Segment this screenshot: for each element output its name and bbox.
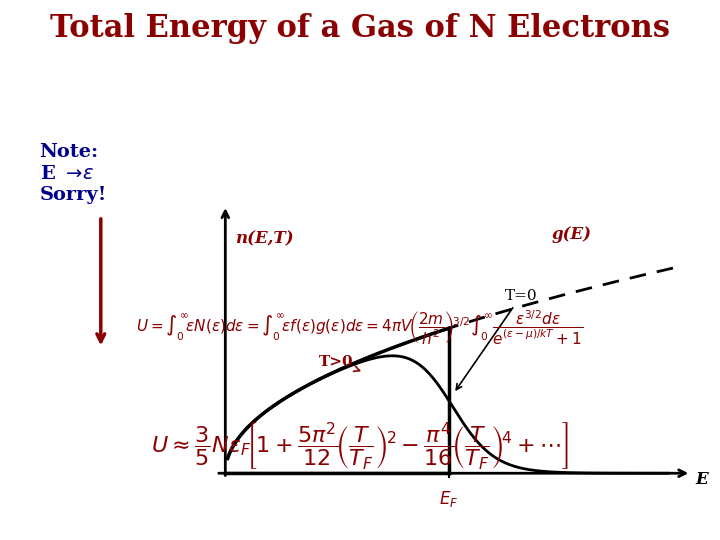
Text: Total Energy of a Gas of N Electrons: Total Energy of a Gas of N Electrons — [50, 14, 670, 44]
Text: T=0: T=0 — [456, 289, 537, 390]
Text: $U \approx \dfrac{3}{5}N\varepsilon_F\!\left[1 + \dfrac{5\pi^2}{12}\!\left(\dfra: $U \approx \dfrac{3}{5}N\varepsilon_F\!\… — [150, 420, 570, 471]
Text: Note:: Note: — [40, 143, 99, 161]
Text: Sorry!: Sorry! — [40, 186, 107, 204]
Text: E: E — [696, 471, 708, 488]
Text: T>0: T>0 — [318, 355, 360, 372]
Text: $E_F$: $E_F$ — [439, 489, 459, 509]
Text: n(E,T): n(E,T) — [235, 231, 293, 248]
Text: E $\rightarrow\!\varepsilon$: E $\rightarrow\!\varepsilon$ — [40, 165, 94, 183]
Text: $U = \int_0^{\infty}\!\varepsilon N(\varepsilon)d\varepsilon = \int_0^{\infty}\!: $U = \int_0^{\infty}\!\varepsilon N(\var… — [136, 309, 584, 347]
Text: g(E): g(E) — [552, 226, 591, 242]
